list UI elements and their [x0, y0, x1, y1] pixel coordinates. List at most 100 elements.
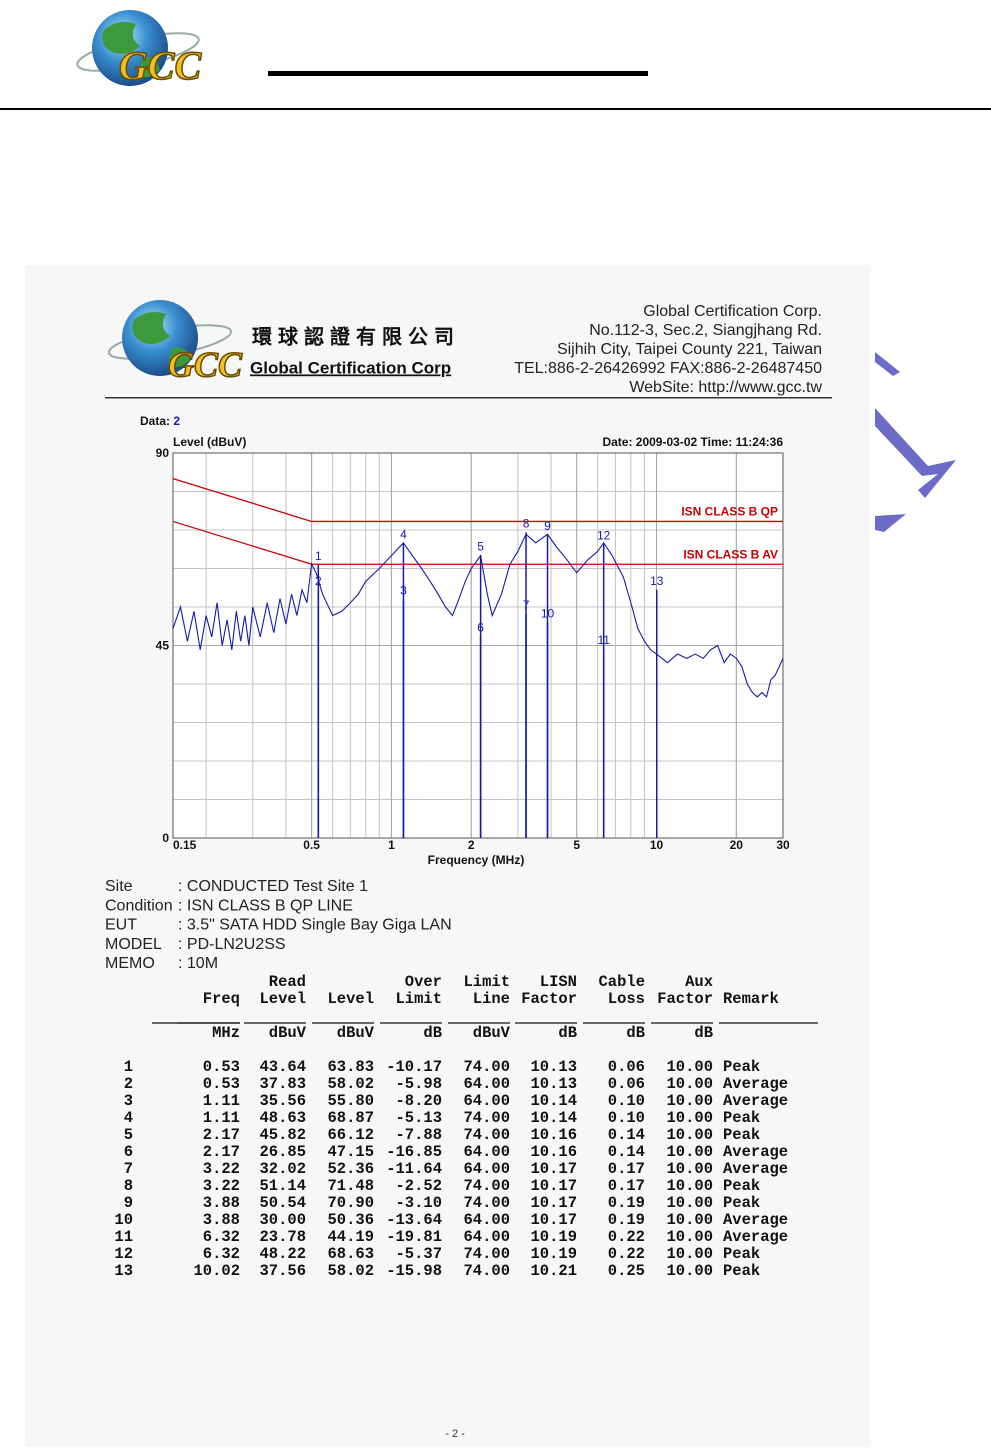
table-cell: 10.21: [530, 1262, 577, 1280]
table-cell: 1.11: [203, 1092, 240, 1110]
table-cell: 10.00: [666, 1109, 713, 1127]
table-cell: 0.17: [608, 1177, 645, 1195]
table-cell: 0.53: [203, 1075, 240, 1093]
table-cell: 74.00: [463, 1109, 510, 1127]
column-unit: dB: [423, 1024, 442, 1042]
x-tick-label: 1: [388, 838, 395, 852]
table-cell: 0.19: [608, 1211, 645, 1229]
table-cell: 10.17: [530, 1160, 577, 1178]
table-cell: Average: [723, 1228, 788, 1246]
table-cell: 0.22: [608, 1245, 645, 1263]
table-cell: 44.19: [327, 1228, 374, 1246]
column-unit: dBuV: [337, 1024, 375, 1042]
table-cell: -2.52: [395, 1177, 442, 1195]
address-line: Sijhih City, Taipei County 221, Taiwan: [557, 341, 822, 358]
marker-label: 4: [400, 528, 407, 542]
row-number: 11: [114, 1228, 133, 1246]
marker-label: 1: [315, 549, 322, 563]
row-number: 3: [124, 1092, 133, 1110]
table-cell: 10.17: [530, 1177, 577, 1195]
table-cell: 3.88: [203, 1194, 240, 1212]
address-block: Global Certification Corp. No.112-3, Sec.…: [514, 303, 822, 396]
test-info: Site: CONDUCTED Test Site 1 Condition: IS…: [105, 878, 452, 972]
y-tick-label: 45: [156, 639, 170, 653]
limit-label: ISN CLASS B AV: [683, 547, 778, 561]
table-cell: 10.00: [666, 1177, 713, 1195]
table-cell: 10.00: [666, 1245, 713, 1263]
table-cell: 37.56: [259, 1262, 306, 1280]
x-tick-label: 30: [776, 838, 790, 852]
table-cell: 0.14: [608, 1126, 645, 1144]
marker-label: 13: [650, 574, 664, 588]
address-line: TEL:886-2-26426992 FAX:886-2-26487450: [514, 360, 822, 377]
y-tick-label: 90: [156, 446, 170, 460]
table-cell: Average: [723, 1143, 788, 1161]
table-cell: 0.06: [608, 1058, 645, 1076]
column-header: Read: [269, 973, 306, 991]
column-header: Limit: [463, 973, 510, 991]
table-cell: Peak: [723, 1126, 760, 1144]
table-cell: Peak: [723, 1177, 760, 1195]
table-cell: 74.00: [463, 1177, 510, 1195]
table-cell: 23.78: [259, 1228, 306, 1246]
table-cell: -19.81: [386, 1228, 442, 1246]
table-cell: -15.98: [386, 1262, 442, 1280]
marker-label: 5: [477, 539, 484, 553]
table-cell: 50.36: [327, 1211, 374, 1229]
x-tick-label: 0.15: [173, 838, 197, 852]
letterhead-rule: [105, 397, 832, 399]
logo-text: GCC: [168, 344, 243, 384]
table-cell: 10.00: [666, 1075, 713, 1093]
table-cell: Peak: [723, 1194, 760, 1212]
table-cell: 58.02: [327, 1075, 374, 1093]
table-cell: 6.32: [203, 1228, 240, 1246]
letterhead-logo: GCC: [107, 300, 244, 385]
table-cell: 64.00: [463, 1075, 510, 1093]
marker-label: 8: [523, 516, 530, 530]
info-value: : ISN CLASS B QP LINE: [178, 897, 353, 914]
table-cell: 50.54: [259, 1194, 306, 1212]
column-header: Limit: [395, 990, 442, 1008]
table-cell: -13.64: [386, 1211, 442, 1229]
x-tick-label: 2: [468, 838, 475, 852]
info-value: : 10M: [178, 955, 218, 972]
limit-label: ISN CLASS B QP: [681, 505, 778, 519]
table-cell: 10.00: [666, 1160, 713, 1178]
table-cell: Peak: [723, 1262, 760, 1280]
table-cell: -16.85: [386, 1143, 442, 1161]
table-cell: 3.22: [203, 1177, 240, 1195]
table-cell: Peak: [723, 1109, 760, 1127]
info-key: MEMO: [105, 955, 155, 972]
column-header: Level: [327, 990, 374, 1008]
chart-date: Date: 2009-03-02 Time: 11:24:36: [602, 435, 783, 449]
table-cell: 43.64: [259, 1058, 306, 1076]
table-cell: 2.17: [203, 1143, 240, 1161]
column-unit: dB: [558, 1024, 577, 1042]
row-number: 12: [114, 1245, 133, 1263]
table-cell: 64.00: [463, 1160, 510, 1178]
table-cell: Average: [723, 1211, 788, 1229]
column-unit: MHz: [212, 1024, 240, 1042]
table-cell: 66.12: [327, 1126, 374, 1144]
table-cell: 0.10: [608, 1109, 645, 1127]
data-label: Data: 2: [140, 414, 180, 428]
x-tick-label: 5: [573, 838, 580, 852]
table-cell: 45.82: [259, 1126, 306, 1144]
column-unit: dBuV: [269, 1024, 307, 1042]
table-cell: 32.02: [259, 1160, 306, 1178]
x-tick-label: 0.5: [303, 838, 320, 852]
table-cell: 0.19: [608, 1194, 645, 1212]
row-number: 2: [124, 1075, 133, 1093]
header-rule: [0, 108, 991, 110]
info-key: MODEL: [105, 936, 162, 953]
table-cell: -3.10: [395, 1194, 442, 1212]
marker-label: 6: [477, 620, 484, 634]
row-number: 10: [114, 1211, 133, 1229]
table-cell: 10.13: [530, 1075, 577, 1093]
header-logo: GCC: [76, 10, 203, 89]
table-cell: 3.88: [203, 1211, 240, 1229]
table-cell: 64.00: [463, 1092, 510, 1110]
row-number: 1: [124, 1058, 133, 1076]
x-tick-label: 10: [650, 838, 664, 852]
table-cell: 10.19: [530, 1245, 577, 1263]
